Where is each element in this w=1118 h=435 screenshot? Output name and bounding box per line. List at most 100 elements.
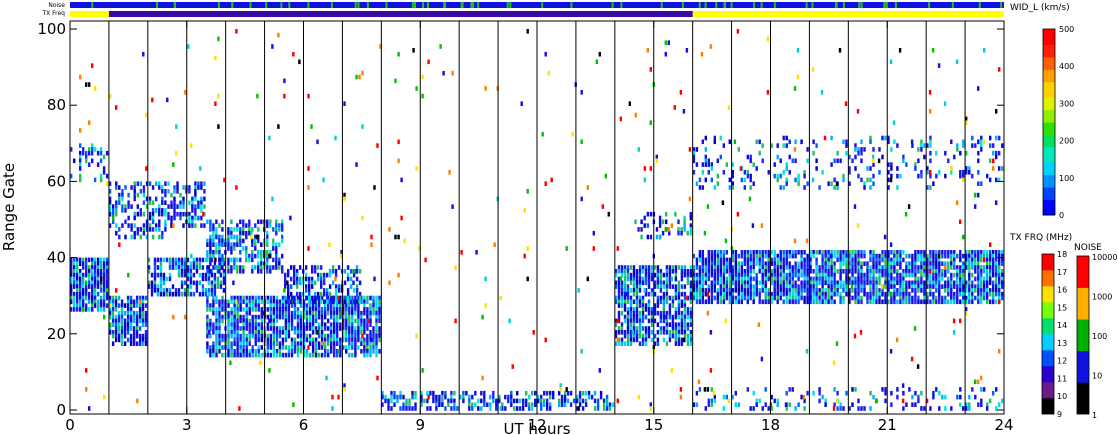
noise-accent-mark [883, 2, 886, 8]
data-point [806, 181, 809, 186]
data-point [581, 390, 585, 396]
colorbar-width-segment [1043, 190, 1055, 194]
data-point [484, 276, 487, 282]
y-tick-label: 80 [47, 96, 66, 114]
data-point [96, 261, 100, 266]
data-point [230, 330, 233, 335]
data-point [857, 272, 860, 278]
data-point [266, 238, 269, 244]
data-point [195, 288, 199, 293]
data-point [200, 185, 203, 190]
data-point [563, 394, 567, 400]
data-point [123, 330, 127, 335]
data-point [734, 269, 737, 274]
data-point [236, 238, 239, 244]
data-point [296, 349, 300, 354]
data-point [818, 390, 821, 396]
data-point [120, 326, 124, 331]
data-point [281, 253, 284, 259]
data-point [749, 257, 752, 263]
data-point [339, 307, 342, 312]
data-point [254, 238, 257, 244]
data-point [142, 230, 146, 236]
data-point [872, 181, 875, 186]
data-point [144, 341, 148, 346]
data-point [70, 272, 73, 278]
data-point [79, 284, 82, 289]
data-point [415, 333, 418, 339]
data-point [896, 143, 899, 148]
data-point [716, 257, 719, 263]
data-point [965, 307, 968, 312]
data-point [776, 299, 779, 305]
data-point [872, 147, 875, 152]
data-point [929, 284, 932, 289]
data-point [697, 379, 701, 385]
data-point [947, 276, 950, 282]
data-point [132, 318, 136, 324]
data-point [218, 253, 221, 259]
data-point [396, 394, 399, 400]
data-point [989, 299, 992, 305]
data-point [877, 158, 881, 164]
data-point [794, 280, 797, 286]
data-point [1001, 295, 1004, 301]
data-point [839, 299, 842, 305]
data-point [378, 333, 381, 339]
data-point [842, 280, 845, 286]
data-point [935, 284, 938, 289]
data-point [139, 208, 142, 213]
data-point [677, 295, 681, 301]
data-point [93, 147, 97, 152]
data-point [215, 265, 218, 270]
data-point [680, 291, 684, 297]
data-point [629, 280, 633, 286]
data-point [85, 280, 88, 286]
data-point [369, 318, 372, 324]
data-point [186, 265, 190, 270]
data-point [797, 299, 800, 305]
data-point [731, 291, 734, 297]
data-point [662, 307, 666, 312]
data-point [698, 272, 702, 278]
data-point [848, 154, 851, 160]
data-point [986, 288, 989, 293]
data-point [426, 390, 429, 396]
data-point [200, 215, 203, 221]
data-point [76, 307, 79, 312]
data-point [857, 280, 860, 286]
data-point [740, 253, 743, 259]
data-point [638, 284, 642, 289]
data-point [992, 291, 995, 297]
data-point [115, 105, 118, 110]
data-point [358, 299, 362, 305]
data-point [956, 276, 959, 282]
data-point [713, 269, 716, 274]
data-point [632, 288, 636, 293]
data-point [809, 295, 812, 301]
data-point [399, 390, 402, 396]
data-point [905, 253, 908, 259]
data-point [212, 307, 215, 312]
data-point [186, 284, 190, 289]
data-point [336, 341, 339, 346]
data-point [108, 204, 112, 209]
data-point [355, 265, 359, 270]
data-point [351, 352, 354, 358]
data-point [683, 303, 687, 308]
data-point [746, 291, 749, 297]
data-point [974, 284, 977, 289]
data-point [227, 345, 230, 350]
data-point [713, 257, 716, 263]
data-point [124, 219, 127, 225]
data-point [239, 349, 242, 354]
data-point [336, 349, 339, 354]
data-point [212, 250, 215, 255]
data-point [320, 299, 323, 305]
data-point [998, 269, 1001, 274]
data-point [108, 299, 112, 305]
data-point [281, 295, 285, 301]
data-point [995, 406, 998, 411]
data-point [899, 250, 902, 255]
data-point [348, 352, 351, 358]
